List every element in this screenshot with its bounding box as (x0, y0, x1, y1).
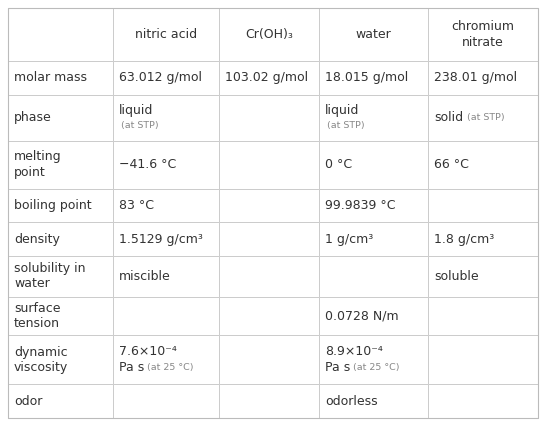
Bar (112, 222, 219, 256)
Text: 99.9839 °C: 99.9839 °C (325, 199, 395, 212)
Text: (at STP): (at STP) (327, 121, 364, 130)
Bar (8, 8, 112, 61)
Text: soluble: soluble (435, 270, 479, 283)
Text: 63.012 g/mol: 63.012 g/mol (118, 72, 201, 84)
Text: 8.9×10⁻⁴: 8.9×10⁻⁴ (325, 345, 383, 358)
Bar (219, 8, 319, 61)
Bar (319, 335, 429, 384)
Bar (219, 141, 319, 189)
Text: Pa s: Pa s (118, 361, 144, 374)
Bar (112, 8, 219, 61)
Bar (8, 141, 112, 189)
Bar (112, 296, 219, 335)
Bar (319, 296, 429, 335)
Bar (319, 61, 429, 95)
Text: 103.02 g/mol: 103.02 g/mol (225, 72, 308, 84)
Bar (219, 189, 319, 222)
Text: solubility in
water: solubility in water (14, 262, 86, 291)
Text: (at STP): (at STP) (121, 121, 158, 130)
Bar (429, 189, 538, 222)
Text: 18.015 g/mol: 18.015 g/mol (325, 72, 408, 84)
Bar (219, 296, 319, 335)
Text: 7.6×10⁻⁴: 7.6×10⁻⁴ (118, 345, 176, 358)
Bar (112, 61, 219, 95)
Bar (8, 95, 112, 141)
Text: odor: odor (14, 394, 43, 408)
Bar (319, 222, 429, 256)
Bar (429, 256, 538, 296)
Text: odorless: odorless (325, 394, 377, 408)
Bar (112, 335, 219, 384)
Text: (at STP): (at STP) (467, 113, 505, 122)
Bar (219, 222, 319, 256)
Text: water: water (356, 28, 391, 41)
Text: (at 25 °C): (at 25 °C) (353, 363, 399, 372)
Text: surface
tension: surface tension (14, 302, 61, 330)
Bar (319, 256, 429, 296)
Bar (8, 335, 112, 384)
Text: 66 °C: 66 °C (435, 158, 470, 171)
Bar (8, 384, 112, 418)
Text: 1.8 g/cm³: 1.8 g/cm³ (435, 233, 495, 245)
Bar (429, 61, 538, 95)
Bar (112, 95, 219, 141)
Bar (429, 384, 538, 418)
Bar (8, 256, 112, 296)
Text: solid: solid (435, 111, 464, 124)
Bar (112, 141, 219, 189)
Bar (319, 189, 429, 222)
Bar (219, 95, 319, 141)
Bar (319, 95, 429, 141)
Text: (at 25 °C): (at 25 °C) (147, 363, 193, 372)
Bar (429, 335, 538, 384)
Text: Cr(OH)₃: Cr(OH)₃ (245, 28, 293, 41)
Bar (112, 189, 219, 222)
Text: dynamic
viscosity: dynamic viscosity (14, 345, 68, 374)
Bar (8, 296, 112, 335)
Bar (319, 384, 429, 418)
Bar (219, 384, 319, 418)
Bar (8, 222, 112, 256)
Bar (219, 335, 319, 384)
Text: 83 °C: 83 °C (118, 199, 153, 212)
Text: 1.5129 g/cm³: 1.5129 g/cm³ (118, 233, 203, 245)
Bar (8, 61, 112, 95)
Text: melting
point: melting point (14, 150, 62, 179)
Text: nitric acid: nitric acid (135, 28, 197, 41)
Text: density: density (14, 233, 60, 245)
Bar (429, 141, 538, 189)
Bar (429, 222, 538, 256)
Bar (319, 8, 429, 61)
Bar (219, 256, 319, 296)
Text: chromium
nitrate: chromium nitrate (452, 20, 515, 49)
Bar (112, 256, 219, 296)
Bar (319, 141, 429, 189)
Bar (429, 95, 538, 141)
Bar (8, 189, 112, 222)
Text: −41.6 °C: −41.6 °C (118, 158, 176, 171)
Text: 0 °C: 0 °C (325, 158, 352, 171)
Text: 0.0728 N/m: 0.0728 N/m (325, 310, 399, 322)
Bar (429, 296, 538, 335)
Text: molar mass: molar mass (14, 72, 87, 84)
Text: 1 g/cm³: 1 g/cm³ (325, 233, 373, 245)
Bar (219, 61, 319, 95)
Text: miscible: miscible (118, 270, 170, 283)
Bar (429, 8, 538, 61)
Bar (112, 384, 219, 418)
Text: 238.01 g/mol: 238.01 g/mol (435, 72, 518, 84)
Text: liquid: liquid (325, 104, 359, 117)
Text: liquid: liquid (118, 104, 153, 117)
Text: phase: phase (14, 111, 52, 124)
Text: boiling point: boiling point (14, 199, 92, 212)
Text: Pa s: Pa s (325, 361, 350, 374)
